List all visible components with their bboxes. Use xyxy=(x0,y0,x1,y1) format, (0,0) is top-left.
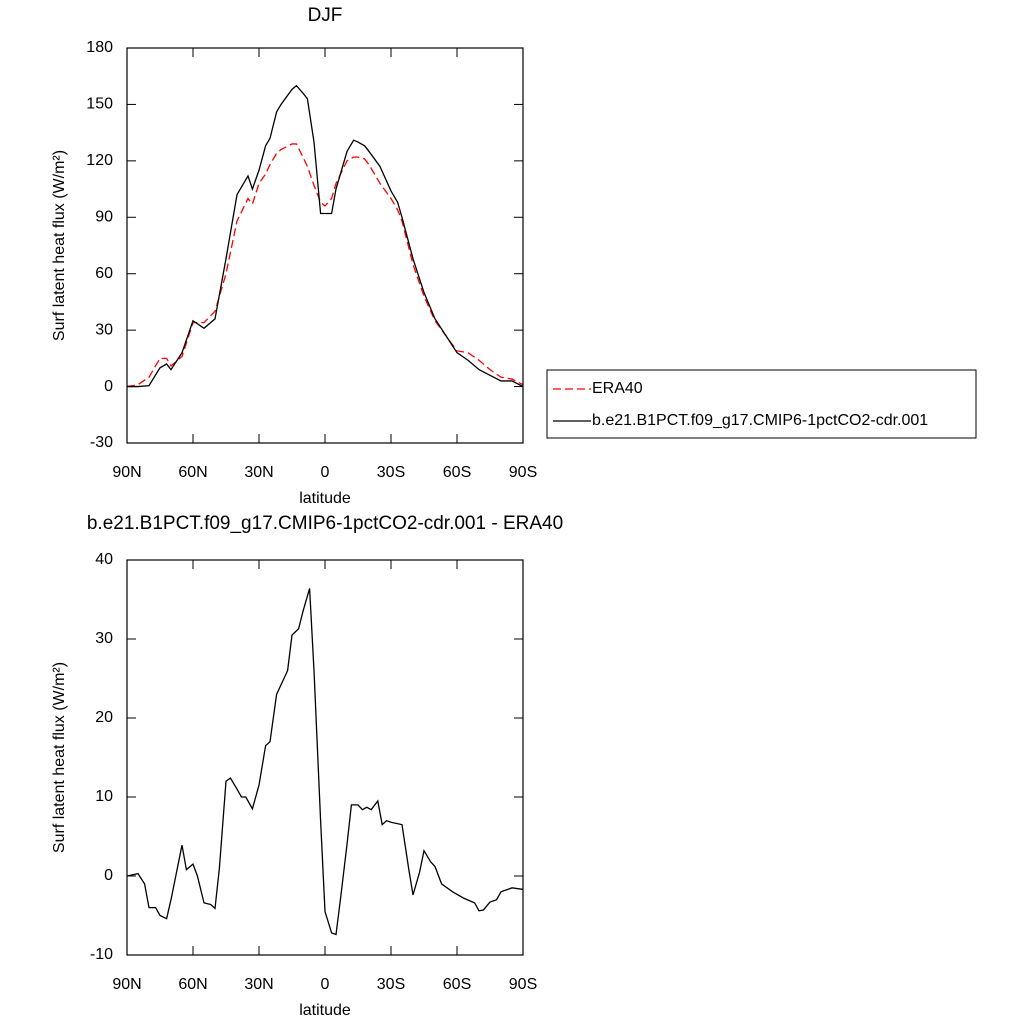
y-tick-label: 30 xyxy=(95,321,113,338)
x-tick-label: 90S xyxy=(509,464,537,481)
x-tick-label: 60N xyxy=(178,976,207,993)
plot-frame xyxy=(126,47,524,444)
x-tick-label: 30S xyxy=(377,976,405,993)
chart-title: b.e21.B1PCT.f09_g17.CMIP6-1pctCO2-cdr.00… xyxy=(87,513,563,534)
x-tick-label: 30N xyxy=(244,464,273,481)
x-tick-label: 0 xyxy=(321,464,330,481)
x-axis-label: latitude xyxy=(299,1002,351,1019)
y-tick-label: 30 xyxy=(95,630,113,647)
y-axis-label: Surf latent heat flux (W/m²) xyxy=(51,662,68,853)
y-tick-label: -10 xyxy=(90,946,113,963)
x-tick-label: 90N xyxy=(112,464,141,481)
y-tick-label: 0 xyxy=(104,867,113,884)
chart-title: DJF xyxy=(308,5,343,26)
legend-label: ERA40 xyxy=(592,380,643,397)
x-tick-label: 30S xyxy=(377,464,405,481)
x-tick-label: 90N xyxy=(112,976,141,993)
y-tick-label: 120 xyxy=(86,152,113,169)
y-axis-label: Surf latent heat flux (W/m²) xyxy=(51,150,68,341)
y-tick-label: 40 xyxy=(95,551,113,568)
series-line xyxy=(127,84,524,388)
x-tick-label: 30N xyxy=(244,976,273,993)
y-tick-label: 10 xyxy=(95,788,113,805)
y-tick-label: 150 xyxy=(86,96,113,113)
x-tick-label: 90S xyxy=(509,976,537,993)
x-axis-label: latitude xyxy=(299,490,351,507)
y-tick-label: 20 xyxy=(95,709,113,726)
y-tick-label: 90 xyxy=(95,209,113,226)
legend-box xyxy=(546,369,977,439)
x-tick-label: 60S xyxy=(443,976,471,993)
x-tick-label: 60N xyxy=(178,464,207,481)
x-tick-label: 0 xyxy=(321,976,330,993)
legend-label: b.e21.B1PCT.f09_g17.CMIP6-1pctCO2-cdr.00… xyxy=(592,412,928,429)
plot-frame xyxy=(126,559,524,956)
x-tick-label: 60S xyxy=(443,464,471,481)
y-tick-label: -30 xyxy=(90,434,113,451)
series-line xyxy=(126,143,524,388)
y-tick-label: 0 xyxy=(104,378,113,395)
series-line xyxy=(126,588,524,936)
y-tick-label: 180 xyxy=(86,39,113,56)
y-tick-label: 60 xyxy=(95,265,113,282)
